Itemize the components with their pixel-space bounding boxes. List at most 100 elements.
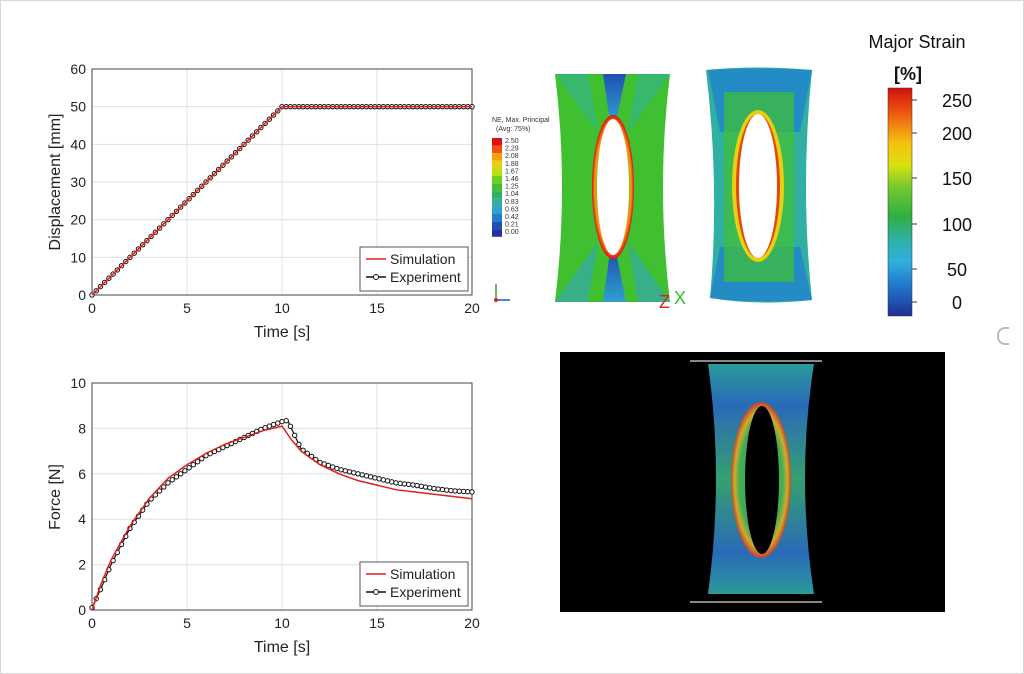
legend: Simulation Experiment: [359, 561, 469, 607]
fe-legend-swatch: [492, 176, 502, 184]
colorbar-tick-label: 200: [942, 124, 972, 144]
data-point-experiment: [469, 489, 475, 495]
data-point-experiment: [161, 484, 167, 490]
fe-legend-swatch: [492, 191, 502, 199]
legend-label-simulation: Simulation: [390, 566, 455, 582]
y-tick-labels: 0 2 4 6 8 10: [70, 375, 86, 618]
colorbar-tick-label: 0: [952, 293, 962, 313]
axis-triad-zx: Z X: [659, 288, 686, 312]
data-point-experiment: [194, 458, 201, 465]
data-point-experiment: [401, 481, 408, 487]
fe-legend-value: 0.83: [505, 199, 519, 206]
fe-legend-swatch: [492, 138, 502, 146]
data-point-experiment: [431, 485, 437, 492]
data-point-experiment: [414, 482, 420, 489]
legend-box: [359, 561, 469, 607]
data-point-experiment: [367, 474, 374, 480]
data-point-experiment: [186, 465, 192, 471]
fe-legend-swatch: [492, 153, 502, 161]
y-tick-label: 50: [70, 99, 86, 115]
x-tick-label: 15: [369, 300, 385, 316]
data-point-experiment: [372, 475, 378, 481]
data-point-experiment: [182, 468, 188, 474]
y-tick-label: 60: [70, 61, 86, 77]
y-axis-label: Displacement [mm]: [47, 114, 64, 251]
fe-legend-subtitle: (Avg: 75%): [496, 126, 531, 133]
data-point-experiment: [355, 471, 361, 477]
x-axis-label: Time [s]: [254, 324, 310, 341]
series-layer: [89, 103, 475, 298]
axis-z-label: Z: [659, 292, 670, 312]
data-point-experiment: [190, 462, 197, 468]
data-point-experiment: [376, 476, 382, 482]
data-point-experiment: [338, 467, 344, 473]
major-strain-colorbar: Major Strain [%] 250 200 150 100 50 0: [868, 32, 972, 317]
x-axis-label: Time [s]: [254, 639, 310, 656]
data-point-experiment: [405, 481, 412, 488]
data-point-experiment: [443, 487, 450, 493]
y-tick-label: 2: [78, 557, 86, 573]
y-tick-label: 20: [70, 212, 86, 228]
force-chart: 0 5 10 15 20 0 2 4 6 8 10 Time [s] Force [N] Simu…: [47, 375, 480, 656]
fe-simulation-image: NE, Max. Principal (Avg: 75%) 2.502.292.…: [492, 67, 812, 312]
data-point-experiment: [397, 480, 403, 487]
fe-legend-value: 1.88: [505, 161, 519, 168]
fe-legend-swatch: [492, 221, 502, 230]
fe-legend-swatch: [492, 198, 502, 207]
colorbar-ticks: 250 200 150 100 50 0: [912, 91, 972, 313]
y-axis-label: Force [N]: [47, 464, 64, 530]
data-point-experiment: [427, 485, 433, 491]
fe-legend-swatch: [492, 214, 502, 222]
fe-legend-value: 1.67: [505, 168, 519, 175]
plot-frame: [91, 382, 473, 611]
fe-legend-value: 0.00: [505, 229, 519, 236]
axis-triad-small: [494, 284, 510, 302]
fe-legend: NE, Max. Principal (Avg: 75%) 2.502.292.…: [492, 117, 550, 237]
data-point-experiment: [422, 484, 429, 490]
y-tick-label: 30: [70, 174, 86, 190]
fe-legend-title: NE, Max. Principal: [492, 117, 550, 124]
data-point-experiment: [351, 470, 357, 476]
fe-legend-value: 2.08: [505, 153, 519, 160]
x-tick-label: 15: [369, 615, 385, 631]
plot-frame: [91, 68, 473, 296]
fe-legend-value: 0.42: [505, 214, 519, 221]
legend: Simulation Experiment: [359, 246, 469, 292]
fe-legend-swatch: [492, 229, 502, 237]
axis-x-label: X: [674, 288, 686, 308]
data-point-experiment: [359, 472, 365, 478]
displacement-chart: 0 5 10 15 20 0 10 20 30 40 50 60 Time [s] Displace…: [47, 61, 480, 341]
fe-specimen-quarter-view: [706, 67, 812, 303]
fe-legend-swatch: [492, 160, 502, 169]
x-tick-label: 20: [464, 300, 480, 316]
series-layer: [89, 418, 475, 611]
fe-legend-value: 0.63: [505, 206, 519, 213]
data-point-experiment: [165, 480, 171, 486]
y-tick-label: 40: [70, 136, 86, 152]
y-tick-label: 10: [70, 375, 86, 391]
x-tick-label: 5: [183, 300, 191, 316]
data-point-experiment: [389, 479, 395, 485]
fe-specimen-full: [555, 74, 670, 302]
data-point-experiment: [296, 441, 302, 448]
colorbar-tick-label: 150: [942, 169, 972, 189]
colorbar-unit: [%]: [894, 64, 922, 84]
data-point-experiment: [363, 473, 370, 479]
legend-label-simulation: Simulation: [390, 251, 455, 267]
y-tick-label: 10: [70, 249, 86, 265]
y-tick-label: 0: [78, 287, 86, 303]
y-tick-labels: 0 10 20 30 40 50 60: [70, 61, 86, 303]
data-point-experiment: [283, 418, 289, 424]
colorbar-title: Major Strain: [868, 32, 965, 52]
x-tick-label: 20: [464, 615, 480, 631]
fe-legend-value: 1.46: [505, 176, 519, 183]
data-point-experiment: [435, 486, 441, 492]
x-tick-label: 0: [88, 300, 96, 316]
legend-box: [359, 246, 469, 292]
colorbar-tick-label: 50: [947, 260, 967, 280]
legend-label-experiment: Experiment: [390, 269, 461, 285]
y-tick-label: 8: [78, 420, 86, 436]
data-point-experiment: [384, 478, 391, 484]
data-point-experiment: [342, 468, 349, 474]
series-line-simulation: [91, 105, 472, 296]
